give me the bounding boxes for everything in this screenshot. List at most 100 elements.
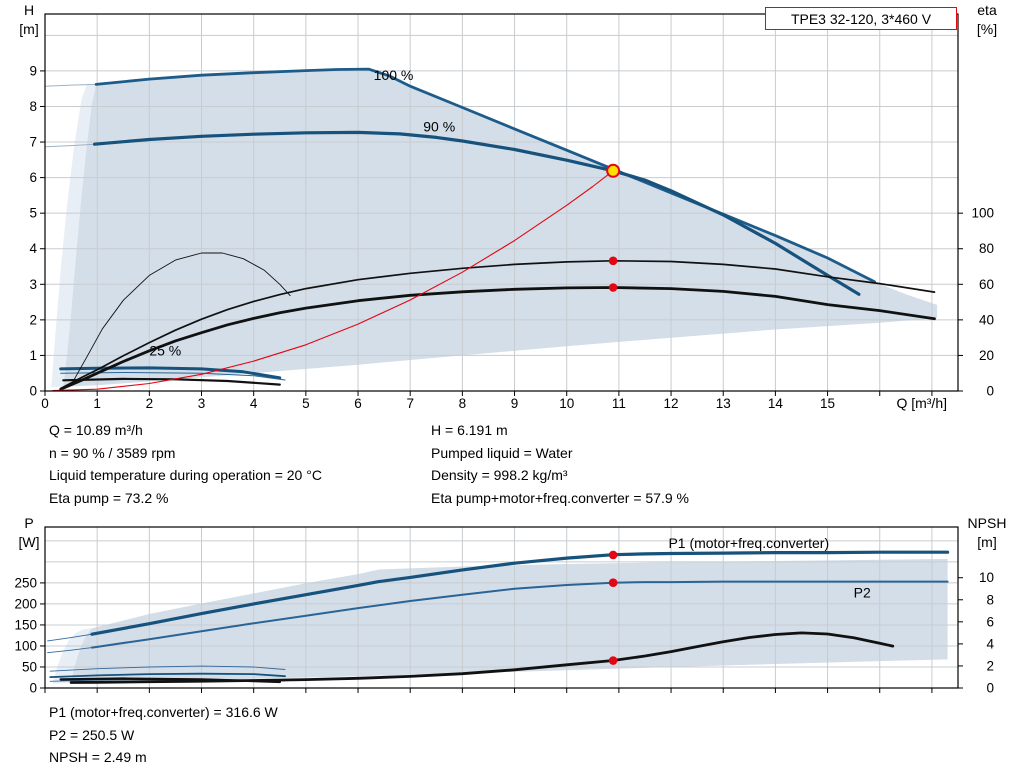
y-right-tick-label: 0 bbox=[986, 384, 994, 399]
x-tick-label: 2 bbox=[146, 396, 154, 411]
pump-model-label: TPE3 32-120, 3*460 V bbox=[790, 10, 932, 27]
y-right-tick-label: 80 bbox=[979, 241, 994, 256]
speed-25-lower-curve bbox=[60, 372, 286, 381]
curve-label: P2 bbox=[854, 585, 871, 601]
result-line-liquid: Pumped liquid = Water bbox=[431, 444, 573, 461]
x-tick-label: 1 bbox=[93, 396, 101, 411]
y-left-tick-label: 6 bbox=[29, 170, 37, 185]
axis-title: H bbox=[24, 2, 34, 18]
p1-extension bbox=[47, 633, 93, 642]
x-tick-label: 13 bbox=[716, 396, 731, 411]
curve-label: P1 (motor+freq.converter) bbox=[668, 535, 829, 551]
y-left-tick-label: 100 bbox=[14, 638, 37, 653]
y-right-tick-label: 6 bbox=[986, 614, 994, 629]
axis-title: [m] bbox=[19, 21, 38, 37]
y-left-tick-label: 9 bbox=[29, 63, 37, 78]
duty-point-eta-pump bbox=[608, 256, 618, 266]
x-tick-label: 11 bbox=[612, 396, 626, 411]
duty-point-p2 bbox=[608, 578, 618, 587]
power-plot-border bbox=[44, 526, 959, 689]
result-line-eta-total: Eta pump+motor+freq.converter = 57.9 % bbox=[431, 489, 689, 506]
results-left-column: Q = 10.89 m³/h n = 90 % / 3589 rpm Liqui… bbox=[49, 419, 322, 509]
result-line-eta-pump: Eta pump = 73.2 % bbox=[49, 489, 169, 506]
y-right-tick-label: 20 bbox=[979, 348, 994, 363]
axis-title: P bbox=[24, 515, 33, 531]
result-line-density: Density = 998.2 kg/m³ bbox=[431, 467, 568, 484]
y-left-tick-label: 0 bbox=[29, 681, 37, 696]
results-bottom-column: P1 (motor+freq.converter) = 316.6 W P2 =… bbox=[49, 701, 278, 769]
duty-point-npsh bbox=[608, 656, 618, 665]
y-left-tick-label: 50 bbox=[22, 659, 37, 674]
x-tick-label: 10 bbox=[559, 396, 574, 411]
qh-chart: 0 1 2 3 4 5 6 7 8 9 10 11 12 13 14 15012345678902040608… bbox=[19, 2, 997, 411]
p2-extension bbox=[47, 647, 93, 654]
power-envelope-light bbox=[52, 628, 92, 684]
axis-title: eta bbox=[977, 2, 997, 18]
system-curve bbox=[52, 170, 614, 392]
y-left-tick-label: 2 bbox=[29, 312, 37, 327]
y-right-tick-label: 60 bbox=[979, 277, 994, 292]
y-right-tick-label: 4 bbox=[986, 636, 994, 651]
y-left-tick-label: 0 bbox=[29, 384, 37, 399]
speed-100-curve bbox=[94, 67, 876, 284]
x-tick-label: 9 bbox=[511, 396, 519, 411]
y-right-tick-label: 100 bbox=[971, 206, 994, 221]
axis-title: [m] bbox=[977, 534, 996, 550]
axis-title: [%] bbox=[977, 21, 997, 37]
operating-envelope-light bbox=[51, 84, 97, 388]
y-right-tick-label: 2 bbox=[986, 658, 994, 673]
y-right-tick-label: 0 bbox=[986, 681, 994, 696]
x-tick-label: 0 bbox=[41, 396, 49, 411]
axis-title: [W] bbox=[19, 534, 40, 550]
power-chart: 0 50 100 150 200 250 0 2 4 6 8 10 P1 (motor+freq.con… bbox=[14, 515, 1006, 696]
p1-25-curve bbox=[49, 672, 286, 678]
results-right-column: H = 6.191 m Pumped liquid = Water Densit… bbox=[431, 419, 689, 509]
p-low-speed-a bbox=[49, 665, 286, 672]
x-tick-label: 3 bbox=[198, 396, 206, 411]
y-left-tick-label: 7 bbox=[29, 135, 37, 150]
result-line-p1: P1 (motor+freq.converter) = 316.6 W bbox=[49, 704, 278, 720]
operating-envelope bbox=[63, 69, 938, 387]
axis-title: NPSH bbox=[968, 515, 1007, 531]
h-90-extension bbox=[44, 143, 96, 148]
y-left-tick-label: 5 bbox=[29, 206, 37, 221]
x-tick-label: 4 bbox=[250, 396, 258, 411]
x-tick-label: 5 bbox=[302, 396, 310, 411]
x-tick-label: 14 bbox=[768, 396, 784, 411]
h-100-extension bbox=[44, 83, 97, 87]
y-left-tick-label: 250 bbox=[14, 575, 37, 590]
x-tick-label: 8 bbox=[459, 396, 467, 411]
duty-point-eta-total bbox=[608, 283, 618, 292]
speed-25-curve bbox=[59, 366, 282, 380]
x-tick-label: 15 bbox=[820, 396, 835, 411]
qh-plot-border bbox=[44, 13, 959, 392]
y-left-tick-label: 3 bbox=[29, 277, 37, 292]
axis-title: Q [m³/h] bbox=[896, 395, 947, 411]
p1-curve bbox=[90, 550, 950, 636]
pump-model-box: TPE3 32-120, 3*460 V bbox=[765, 7, 957, 30]
y-left-tick-label: 8 bbox=[29, 99, 37, 114]
y-left-tick-label: 4 bbox=[29, 241, 37, 256]
x-tick-label: 12 bbox=[664, 396, 679, 411]
y-right-tick-label: 8 bbox=[986, 592, 994, 607]
result-line-npsh: NPSH = 2.49 m bbox=[49, 749, 147, 766]
y-right-tick-label: 40 bbox=[979, 312, 994, 327]
eta-pump-curve bbox=[59, 259, 936, 390]
y-left-tick-label: 1 bbox=[29, 348, 37, 363]
result-line-q: Q = 10.89 m³/h bbox=[49, 422, 143, 438]
y-right-tick-label: 10 bbox=[979, 570, 994, 585]
speed-90-curve bbox=[92, 130, 861, 296]
power-envelope bbox=[71, 558, 948, 683]
curve-label: 90 % bbox=[423, 118, 455, 134]
result-line-temperature: Liquid temperature during operation = 20… bbox=[49, 467, 322, 484]
x-tick-label: 6 bbox=[354, 396, 362, 411]
result-line-p2: P2 = 250.5 W bbox=[49, 726, 135, 743]
result-line-head: H = 6.191 m bbox=[431, 422, 508, 438]
y-left-tick-label: 150 bbox=[14, 617, 37, 632]
curve-label: 25 % bbox=[149, 342, 181, 358]
curve-label: 100 % bbox=[374, 67, 414, 83]
y-left-tick-label: 200 bbox=[14, 596, 37, 611]
duty-point-qh[interactable] bbox=[606, 163, 621, 178]
